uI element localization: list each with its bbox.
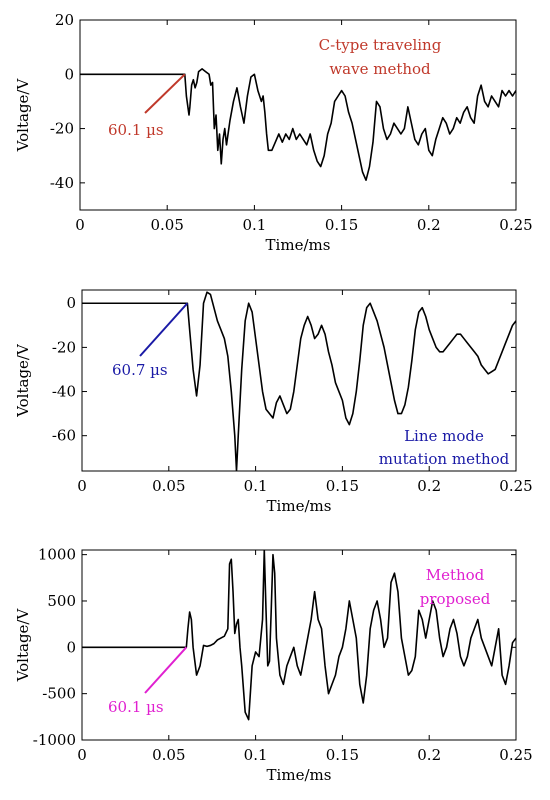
x-tick-label: 0.2 (417, 216, 441, 234)
method-label: wave method (329, 60, 431, 78)
time-pointer-line (144, 73, 186, 114)
x-tick-label: 0.25 (499, 216, 532, 234)
method-label: mutation method (379, 450, 510, 468)
y-tick-label: -40 (50, 174, 74, 192)
method-label: C-type traveling (319, 36, 442, 54)
y-axis-title: Voltage/V (14, 608, 32, 683)
x-tick-label: 0.2 (417, 477, 441, 495)
x-tick-label: 0.2 (417, 746, 441, 764)
y-tick-label: 0 (66, 638, 76, 656)
plot-frame (81, 289, 517, 472)
y-tick-label: -20 (50, 120, 74, 138)
x-tick-label: 0.15 (325, 216, 358, 234)
method-label: Line mode (404, 427, 484, 445)
x-tick-label: 0.15 (326, 477, 359, 495)
y-tick-label: -20 (52, 338, 76, 356)
x-tick-label: 0.05 (152, 746, 185, 764)
y-tick-label: 0 (66, 294, 76, 312)
x-tick-label: 0.15 (326, 746, 359, 764)
series-line-1 (82, 550, 516, 721)
x-tick-label: 0 (75, 216, 85, 234)
x-tick-label: 0.05 (150, 216, 183, 234)
x-tick-label: 0.1 (244, 477, 268, 495)
method-label: Method (426, 566, 485, 584)
y-tick-label: 20 (55, 11, 74, 29)
y-axis-title: Voltage/V (14, 343, 32, 418)
y-axis-title: Voltage/V (14, 78, 32, 153)
time-pointer-line (139, 302, 189, 357)
method-label: proposed (420, 590, 491, 608)
x-tick-label: 0 (77, 477, 87, 495)
x-tick-label: 0.1 (242, 216, 266, 234)
plot-frame (79, 19, 517, 211)
x-tick-label: 0.1 (244, 746, 268, 764)
x-axis-title: Time/ms (266, 236, 331, 254)
y-tick-label: 500 (47, 592, 76, 610)
x-axis-title: Time/ms (267, 497, 332, 515)
x-tick-label: 0.25 (499, 477, 532, 495)
x-axis-title: Time/ms (267, 766, 332, 784)
arrival-time-label: 60.1 µs (108, 121, 164, 139)
chart-panel-2: 0 0.05 0.1 0.15 0.2 0.25 -60 -40 -20 0 Time/ms Volt… (14, 289, 533, 515)
y-tick-label: -1000 (33, 731, 76, 749)
arrival-time-label: 60.7 µs (112, 361, 168, 379)
x-tick-label: 0 (77, 746, 87, 764)
chart-panel-1: 0 0.05 0.1 0.15 0.2 0.25 -40 -20 0 20 Time/ms Volta… (14, 11, 533, 254)
y-tick-label: 1000 (38, 546, 76, 564)
x-tick-label: 0.25 (499, 746, 532, 764)
series-line-1 (82, 291, 516, 471)
y-tick-label: -60 (52, 427, 76, 445)
series-line-1 (80, 68, 516, 181)
y-tick-label: -500 (42, 685, 76, 703)
time-pointer-line (144, 646, 188, 694)
y-tick-label: -40 (52, 383, 76, 401)
chart-panel-3: 0 0.05 0.1 0.15 0.2 0.25 -1000 -500 0 500 1000 Time… (14, 546, 533, 784)
plot-frame (81, 549, 517, 741)
y-tick-label: 0 (64, 65, 74, 83)
arrival-time-label: 60.1 µs (108, 698, 164, 716)
x-tick-label: 0.05 (152, 477, 185, 495)
